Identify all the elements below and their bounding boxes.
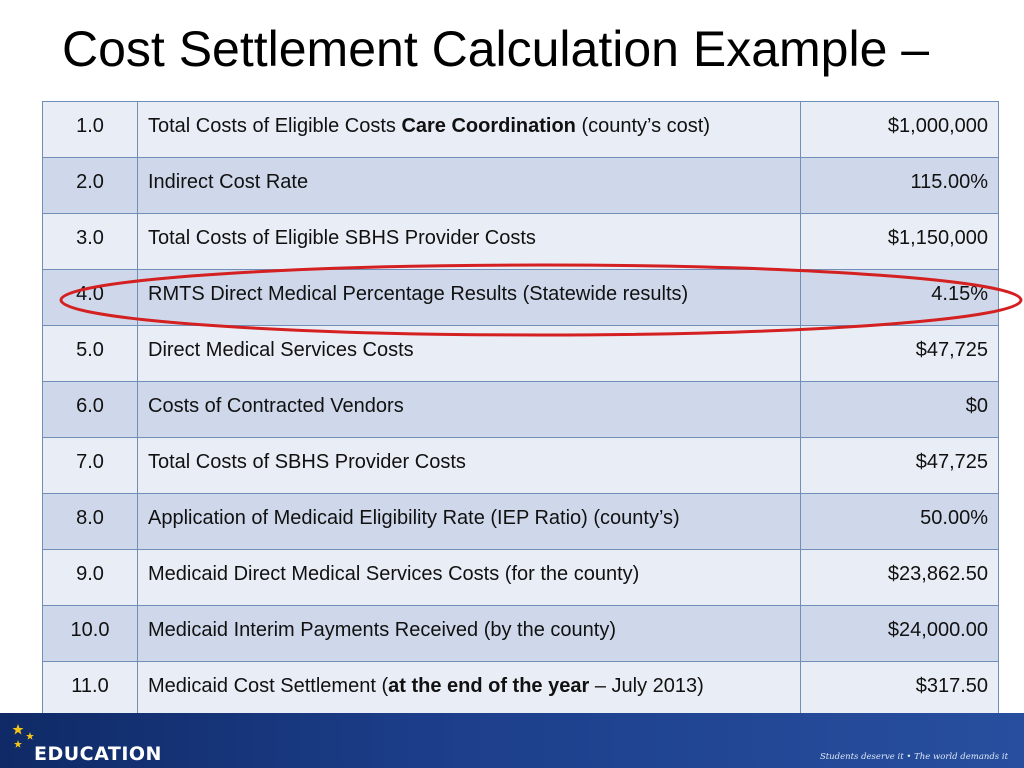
footer-tagline: Students deserve it • The world demands …	[819, 752, 1008, 762]
row-description: Total Costs of Eligible SBHS Provider Co…	[137, 213, 801, 270]
description-text: Medicaid Direct Medical Services Costs (…	[148, 563, 640, 585]
table-row: 2.0 Indirect Cost Rate 115.00%	[42, 157, 999, 214]
description-text: – July 2013)	[589, 675, 704, 697]
row-number: 6.0	[42, 381, 138, 438]
row-number: 1.0	[42, 101, 138, 158]
row-value: $317.50	[800, 661, 999, 718]
row-description: Medicaid Direct Medical Services Costs (…	[137, 549, 801, 606]
description-text: Costs of Contracted Vendors	[148, 395, 404, 417]
description-text: RMTS Direct Medical Percentage Results (…	[148, 283, 689, 305]
row-description: Application of Medicaid Eligibility Rate…	[137, 493, 801, 550]
description-text: Indirect Cost Rate	[148, 171, 309, 193]
table-row: 7.0 Total Costs of SBHS Provider Costs $47…	[42, 437, 999, 494]
row-number: 9.0	[42, 549, 138, 606]
description-text: Total Costs of Eligible Costs	[148, 115, 402, 137]
row-description: Costs of Contracted Vendors	[137, 381, 801, 438]
row-value: $1,000,000	[800, 101, 999, 158]
table-row: 3.0 Total Costs of Eligible SBHS Provider…	[42, 213, 999, 270]
row-value: $1,150,000	[800, 213, 999, 270]
logo-wordmark: EDUCATION	[34, 743, 162, 765]
description-text: Medicaid Cost Settlement (	[148, 675, 389, 697]
row-description: Medicaid Interim Payments Received (by t…	[137, 605, 801, 662]
table-row: 8.0 Application of Medicaid Eligibility R…	[42, 493, 999, 550]
description-text: Medicaid Interim Payments Received (by t…	[148, 619, 616, 641]
row-value: 115.00%	[800, 157, 999, 214]
table-row: 10.0 Medicaid Interim Payments Received (…	[42, 605, 999, 662]
row-number: 3.0	[42, 213, 138, 270]
row-value: $24,000.00	[800, 605, 999, 662]
row-number: 5.0	[42, 325, 138, 382]
description-text: Application of Medicaid Eligibility Rate…	[148, 507, 680, 529]
row-value: $47,725	[800, 437, 999, 494]
row-description: Indirect Cost Rate	[137, 157, 801, 214]
education-logo: EDUCATION	[10, 718, 170, 766]
description-emphasis: at the end of the year	[388, 675, 590, 697]
cost-settlement-table: 1.0 Total Costs of Eligible Costs Care Co…	[42, 101, 999, 718]
row-number: 11.0	[42, 661, 138, 718]
row-number: 7.0	[42, 437, 138, 494]
table-row: 9.0 Medicaid Direct Medical Services Cost…	[42, 549, 999, 606]
footer-band	[0, 713, 1024, 768]
row-value: 4.15%	[800, 269, 999, 326]
row-number: 10.0	[42, 605, 138, 662]
table-row: 6.0 Costs of Contracted Vendors $0	[42, 381, 999, 438]
slide-title: Cost Settlement Calculation Example –	[62, 21, 930, 77]
row-description: Medicaid Cost Settlement (at the end of …	[137, 661, 801, 718]
description-text: (county’s cost)	[575, 115, 711, 137]
row-value: $0	[800, 381, 999, 438]
description-text: Total Costs of Eligible SBHS Provider Co…	[148, 227, 536, 249]
row-description: Direct Medical Services Costs	[137, 325, 801, 382]
row-description: RMTS Direct Medical Percentage Results (…	[137, 269, 801, 326]
row-description: Total Costs of SBHS Provider Costs	[137, 437, 801, 494]
table-row: 1.0 Total Costs of Eligible Costs Care Co…	[42, 101, 999, 158]
row-number: 4.0	[42, 269, 138, 326]
description-emphasis: Care Coordination	[401, 115, 576, 137]
row-value: 50.00%	[800, 493, 999, 550]
row-description: Total Costs of Eligible Costs Care Coord…	[137, 101, 801, 158]
row-value: $23,862.50	[800, 549, 999, 606]
row-number: 8.0	[42, 493, 138, 550]
table-row: 5.0 Direct Medical Services Costs $47,725	[42, 325, 999, 382]
description-text: Direct Medical Services Costs	[148, 339, 414, 361]
row-number: 2.0	[42, 157, 138, 214]
stars-icon	[12, 724, 34, 748]
row-value: $47,725	[800, 325, 999, 382]
table-row: 11.0 Medicaid Cost Settlement (at the end…	[42, 661, 999, 718]
description-text: Total Costs of SBHS Provider Costs	[148, 451, 466, 473]
table-row: 4.0 RMTS Direct Medical Percentage Result…	[42, 269, 999, 326]
